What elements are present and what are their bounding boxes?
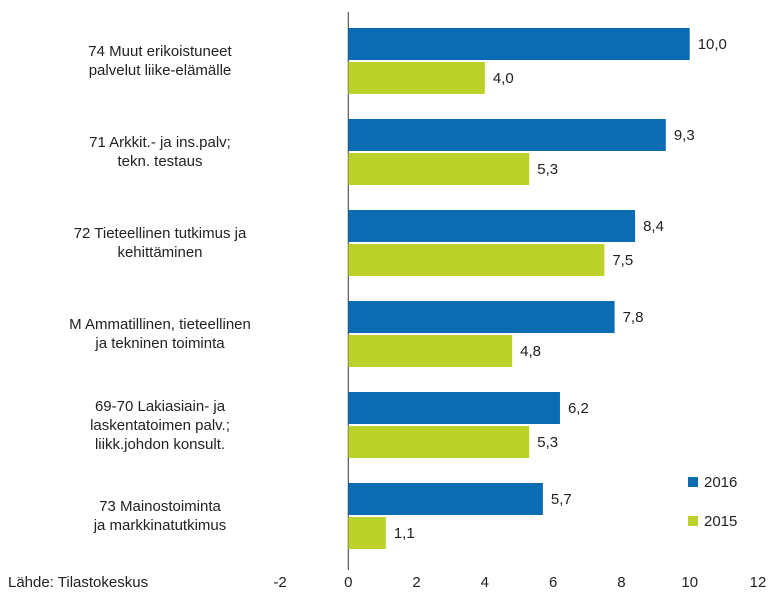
category-label: M Ammatillinen, tieteellinen ja tekninen… xyxy=(69,316,251,352)
value-label: 8,4 xyxy=(643,218,664,235)
category-label: 72 Tieteellinen tutkimus ja kehittäminen xyxy=(73,225,247,261)
value-label: 5,3 xyxy=(537,434,558,451)
bar xyxy=(348,392,560,424)
source: Lähde: Tilastokeskus xyxy=(8,574,148,591)
bar xyxy=(348,244,605,276)
category-label: 69-70 Lakiasiain- ja laskentatoimen palv… xyxy=(90,397,230,453)
bar xyxy=(348,62,485,94)
value-label: 7,5 xyxy=(612,252,633,269)
value-label: 6,2 xyxy=(568,400,589,417)
value-label: 4,0 xyxy=(493,70,514,87)
x-tick-label: 0 xyxy=(344,574,352,591)
legend-swatch xyxy=(688,516,698,526)
value-label: 7,8 xyxy=(623,309,644,326)
x-tick-label: 10 xyxy=(681,574,698,591)
x-tick-label: 8 xyxy=(617,574,625,591)
bar xyxy=(348,483,543,515)
value-label: 5,3 xyxy=(537,161,558,178)
legend-label: 2015 xyxy=(704,513,737,530)
bar xyxy=(348,153,530,185)
value-label: 4,8 xyxy=(520,343,541,360)
legend-swatch xyxy=(688,477,698,487)
value-label: 9,3 xyxy=(674,127,695,144)
category-label: 71 Arkkit.- ja ins.palv; tekn. testaus xyxy=(89,134,231,170)
legend-label: 2016 xyxy=(704,474,737,491)
bar xyxy=(348,517,386,549)
bar xyxy=(348,335,513,367)
x-tick-label: -2 xyxy=(273,574,286,591)
bar xyxy=(348,28,690,60)
value-label: 5,7 xyxy=(551,491,572,508)
bar xyxy=(348,210,636,242)
x-tick-label: 2 xyxy=(412,574,420,591)
value-label: 10,0 xyxy=(698,36,727,53)
category-label: 74 Muut erikoistuneet palvelut liike-elä… xyxy=(88,43,232,79)
x-tick-label: 12 xyxy=(750,574,767,591)
bar xyxy=(348,426,530,458)
x-tick-label: 4 xyxy=(481,574,489,591)
x-tick-label: 6 xyxy=(549,574,557,591)
value-label: 1,1 xyxy=(394,525,415,542)
category-label: 73 Mainostoiminta ja markkinatutkimus xyxy=(93,498,227,534)
bar xyxy=(348,301,615,333)
bar xyxy=(348,119,666,151)
